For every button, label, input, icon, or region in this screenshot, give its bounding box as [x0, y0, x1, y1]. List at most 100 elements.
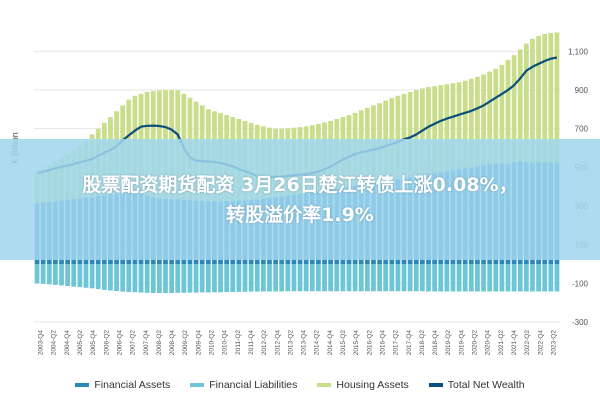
banner-text-line-1: 股票配资期货配资 3月26日楚江转债上涨0.08%， — [82, 173, 518, 196]
liabilities-bar — [89, 264, 95, 289]
liabilities-bar — [542, 264, 548, 292]
liabilities-bar — [71, 264, 77, 287]
liabilities-bar — [285, 264, 291, 292]
liabilities-bar — [499, 264, 505, 292]
liabilities-bar — [419, 264, 425, 292]
liabilities-bar — [309, 264, 315, 292]
housing-bar — [487, 71, 493, 164]
legend: Financial Assets Financial Liabilities H… — [0, 377, 600, 393]
liabilities-bar — [224, 264, 230, 293]
x-tick-label: 2020-Q2 — [472, 330, 479, 356]
housing-bar — [530, 38, 535, 163]
y-tick-label: 900 — [575, 86, 589, 95]
housing-bar — [481, 74, 486, 166]
liabilities-bar — [40, 264, 46, 284]
x-tick-label: 2003-Q4 — [38, 330, 45, 356]
liabilities-bar — [481, 264, 486, 292]
liabilities-bar — [511, 264, 517, 292]
liabilities-bar — [254, 264, 260, 292]
legend-label: Total Net Wealth — [447, 379, 525, 391]
liabilities-bar — [493, 264, 499, 292]
liabilities-bar — [505, 264, 511, 292]
liabilities-bar — [487, 264, 493, 292]
liabilities-bar — [377, 264, 382, 292]
liabilities-bar — [358, 264, 364, 292]
housing-bar — [493, 68, 499, 164]
liabilities-bar — [462, 264, 468, 292]
x-tick-label: 2011-Q2 — [235, 330, 242, 355]
liabilities-bar — [389, 264, 395, 292]
x-tick-label: 2016-Q2 — [366, 330, 373, 356]
legend-swatch — [317, 383, 332, 387]
liabilities-bar — [548, 264, 554, 292]
x-tick-label: 2008-Q4 — [169, 330, 176, 356]
liabilities-bar — [279, 264, 285, 292]
liabilities-bar — [303, 264, 309, 292]
x-tick-label: 2014-Q2 — [314, 330, 321, 356]
housing-bar — [536, 35, 541, 163]
liabilities-bar — [432, 264, 438, 292]
housing-bar — [432, 86, 438, 174]
housing-bar — [450, 83, 456, 171]
liabilities-bar — [95, 264, 101, 290]
liabilities-bar — [242, 264, 248, 292]
liabilities-bar — [371, 264, 376, 292]
x-tick-label: 2005-Q2 — [77, 330, 84, 356]
liabilities-bar — [340, 264, 346, 292]
legend-item-total-net-wealth: Total Net Wealth — [428, 379, 525, 391]
liabilities-bar — [395, 264, 401, 292]
legend-swatch — [428, 383, 443, 387]
x-tick-label: 2018-Q2 — [419, 330, 426, 356]
liabilities-bar — [364, 264, 370, 292]
x-tick-label: 2010-Q4 — [222, 330, 229, 356]
y-tick-label: 1,100 — [568, 47, 589, 56]
liabilities-bar — [328, 264, 334, 292]
liabilities-bar — [169, 264, 175, 293]
housing-bar — [475, 76, 480, 167]
liabilities-bar — [46, 264, 52, 285]
liabilities-bar — [523, 264, 529, 292]
liabilities-bar — [346, 264, 352, 292]
liabilities-bar — [475, 264, 480, 292]
liabilities-bar — [181, 264, 187, 293]
x-tick-label: 2010-Q2 — [209, 330, 216, 356]
x-tick-label: 2005-Q4 — [90, 330, 97, 356]
x-tick-label: 2013-Q4 — [301, 330, 308, 356]
liabilities-bar — [468, 264, 474, 292]
banner-text-line-2: 转股溢价率1.9% — [226, 203, 374, 226]
liabilities-bar — [193, 264, 199, 293]
x-tick-label: 2007-Q4 — [143, 330, 150, 356]
housing-bar — [389, 98, 395, 180]
liabilities-bar — [267, 264, 272, 292]
liabilities-bar — [114, 264, 119, 292]
liabilities-bar — [187, 264, 193, 293]
liabilities-bar — [126, 264, 132, 293]
liabilities-bar — [218, 264, 223, 293]
legend-item-financial-liabilities: Financial Liabilities — [190, 379, 297, 391]
liabilities-bar — [260, 264, 266, 292]
liabilities-bar — [517, 264, 523, 292]
liabilities-bar — [101, 264, 107, 290]
liabilities-bar — [120, 264, 126, 292]
x-tick-label: 2019-Q2 — [445, 330, 452, 356]
housing-bar — [505, 60, 511, 164]
liabilities-bar — [156, 264, 162, 293]
housing-bar — [395, 95, 401, 179]
x-tick-label: 2004-Q4 — [64, 330, 71, 356]
liabilities-bar — [450, 264, 456, 292]
liabilities-bar — [65, 264, 71, 287]
liabilities-bar — [150, 264, 156, 293]
x-tick-label: 2013-Q2 — [287, 330, 294, 356]
liabilities-bar — [401, 264, 407, 292]
x-tick-label: 2023-Q2 — [550, 330, 557, 356]
x-tick-label: 2006-Q4 — [117, 330, 124, 356]
x-tick-label: 2011-Q4 — [248, 330, 255, 355]
x-tick-label: 2018-Q4 — [432, 330, 439, 356]
liabilities-bar — [34, 264, 40, 284]
x-tick-label: 2012-Q4 — [274, 330, 281, 356]
legend-label: Financial Liabilities — [209, 379, 298, 391]
x-tick-label: 2022-Q4 — [537, 330, 544, 356]
housing-bar — [523, 43, 529, 163]
liabilities-bar — [438, 264, 444, 292]
liabilities-bar — [248, 264, 254, 292]
